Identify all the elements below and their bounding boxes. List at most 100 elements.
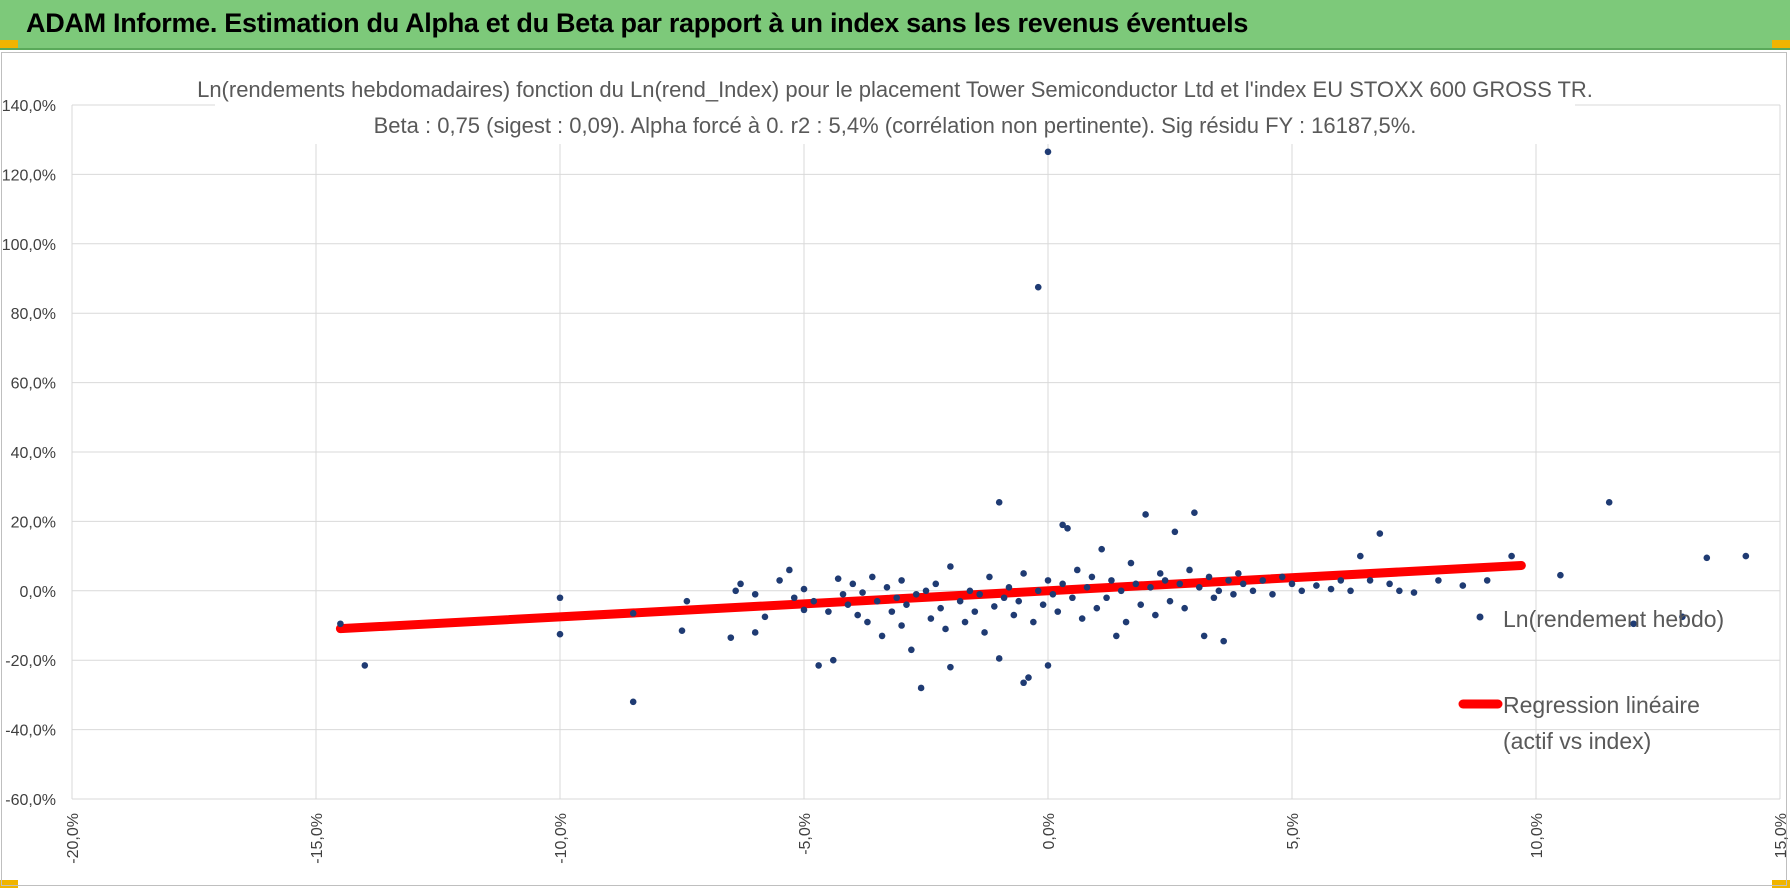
data-point <box>361 662 369 669</box>
data-point <box>1156 570 1164 577</box>
regression-layer <box>335 560 1526 634</box>
data-point <box>1122 618 1130 626</box>
data-point <box>839 590 847 598</box>
x-tick-label: -15,0% <box>309 813 326 864</box>
data-point <box>1059 521 1066 529</box>
x-tick-label: 5,0% <box>1285 813 1302 849</box>
data-point <box>927 615 935 622</box>
data-point <box>1630 620 1637 628</box>
data-point <box>1269 590 1276 598</box>
y-tick-label: 100,0% <box>2 237 56 254</box>
data-point <box>1039 601 1047 608</box>
legend-line-label-1: Regression linéaire <box>1503 692 1700 718</box>
legend-points-label: Ln(rendement hebdo) <box>1503 606 1724 632</box>
x-tick-label: -5,0% <box>797 813 814 855</box>
data-point <box>800 585 808 593</box>
data-point <box>1327 585 1335 593</box>
data-point <box>976 590 983 598</box>
y-tick-label: 140,0% <box>2 98 56 115</box>
data-point <box>1239 580 1247 588</box>
data-point <box>1103 594 1110 602</box>
data-point <box>737 580 744 588</box>
data-point <box>1230 590 1237 598</box>
data-point <box>981 629 988 636</box>
data-point <box>864 618 871 626</box>
data-point <box>1191 509 1198 517</box>
data-point <box>1195 584 1203 591</box>
x-tick-label: 10,0% <box>1529 813 1546 858</box>
data-point <box>732 587 739 595</box>
data-point <box>947 663 954 671</box>
data-point <box>995 499 1003 506</box>
data-point <box>883 584 891 591</box>
data-point <box>1200 632 1208 640</box>
chart-subtitle: Beta : 0,75 (sigest : 0,09). Alpha forcé… <box>374 113 1417 138</box>
x-tick-label: -20,0% <box>65 813 82 864</box>
data-point <box>776 577 783 584</box>
x-tick-label: 15,0% <box>1773 813 1790 858</box>
legend-line-label-2: (actif vs index) <box>1503 728 1651 754</box>
data-point <box>1132 580 1140 588</box>
data-point <box>1108 577 1115 584</box>
data-point <box>844 601 852 608</box>
data-point <box>1396 587 1403 595</box>
data-point <box>1298 587 1306 595</box>
data-point <box>1044 577 1052 584</box>
data-point <box>1152 611 1159 619</box>
data-point <box>947 563 954 570</box>
data-point <box>815 662 822 669</box>
data-point <box>761 613 769 621</box>
data-point <box>1186 566 1193 574</box>
y-tick-label: 40,0% <box>11 445 56 462</box>
data-point <box>683 597 691 605</box>
data-point <box>986 573 993 581</box>
data-point <box>878 632 886 640</box>
data-point <box>859 589 866 596</box>
data-point <box>1386 580 1393 588</box>
data-point <box>1020 570 1027 577</box>
data-point <box>1435 577 1442 584</box>
points-layer <box>337 148 1750 706</box>
data-point <box>834 575 842 582</box>
data-point <box>1171 528 1179 536</box>
data-point <box>629 698 637 706</box>
data-point <box>1034 283 1042 291</box>
data-point <box>727 634 735 641</box>
data-point <box>1161 577 1169 584</box>
data-point <box>1337 577 1345 584</box>
data-point <box>786 566 793 574</box>
data-point <box>869 573 876 581</box>
legend-points-marker <box>1476 613 1484 621</box>
data-point <box>942 625 949 633</box>
data-point <box>937 604 944 612</box>
data-point <box>1215 587 1223 595</box>
data-point <box>1117 587 1125 595</box>
data-point <box>1069 594 1076 602</box>
tick-layer: 140,0% 120,0% 100,0% 80,0% 60,0% 40,0% 20,0% 0,… <box>2 98 1790 864</box>
data-point <box>991 603 998 610</box>
y-tick-label: 60,0% <box>11 376 56 393</box>
data-point <box>873 597 881 605</box>
data-point <box>337 620 344 628</box>
data-point <box>1249 587 1257 595</box>
data-point <box>678 627 686 635</box>
data-point <box>1098 545 1105 553</box>
y-tick-label: 0,0% <box>20 584 56 601</box>
data-point <box>1083 584 1091 591</box>
data-point <box>898 577 905 584</box>
data-point <box>825 608 832 615</box>
data-point <box>1366 577 1374 584</box>
data-point <box>556 594 564 602</box>
data-point <box>1410 589 1418 596</box>
data-point <box>1235 570 1242 577</box>
data-point <box>556 630 564 638</box>
data-point <box>800 606 808 614</box>
data-point <box>961 618 969 626</box>
data-point <box>751 590 759 598</box>
grid-layer <box>71 104 1781 800</box>
data-point <box>912 590 920 598</box>
data-point <box>1166 597 1174 605</box>
corner-marker <box>1772 880 1790 888</box>
data-point <box>1605 499 1613 506</box>
x-tick-label: 0,0% <box>1041 813 1058 849</box>
